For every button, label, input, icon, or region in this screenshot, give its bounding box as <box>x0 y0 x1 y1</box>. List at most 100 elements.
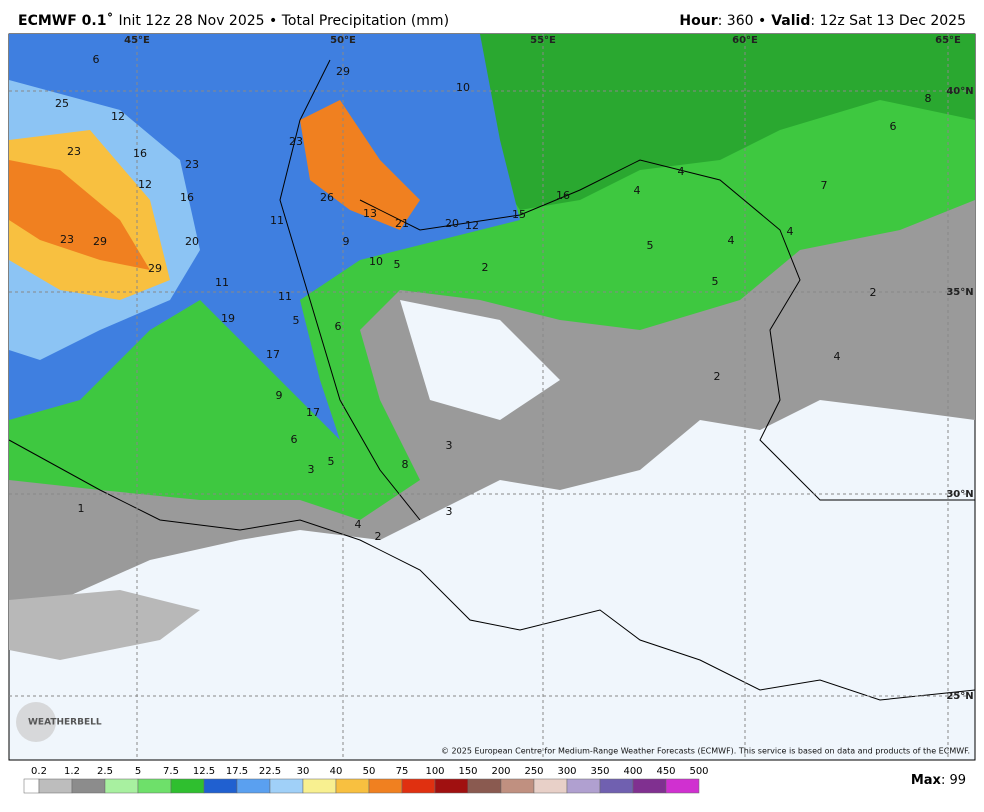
colorbar-swatch <box>71 778 106 794</box>
colorbar-label: 350 <box>590 766 609 777</box>
colorbar-label: 300 <box>557 766 576 777</box>
colorbar-label: 500 <box>689 766 708 777</box>
map: 45°E 50°E 55°E 60°E 65°E40°N35°N30°N25°N6251… <box>8 33 976 761</box>
model: ECMWF 0.1˚ <box>18 12 113 29</box>
precip-value: 12 <box>465 219 479 232</box>
lon-label: 55°E <box>530 35 556 46</box>
precip-value: 9 <box>276 389 283 402</box>
colorbar-swatch <box>236 778 271 794</box>
title: Init 12z 28 Nov 2025 • Total Precipitati… <box>118 13 449 29</box>
hour-text: : 360 • <box>718 13 767 29</box>
precip-value: 5 <box>394 258 401 271</box>
precip-value: 5 <box>293 314 300 327</box>
precip-value: 15 <box>512 208 526 221</box>
colorbar-swatch <box>599 778 634 794</box>
precip-value: 23 <box>60 233 74 246</box>
precip-value: 2 <box>375 530 382 543</box>
colorbar-swatch <box>269 778 304 794</box>
colorbar-swatch <box>23 778 40 794</box>
colorbar-label: 12.5 <box>193 766 215 777</box>
colorbar-swatch <box>137 778 172 794</box>
precip-value: 5 <box>712 275 719 288</box>
precip-value: 6 <box>890 120 897 133</box>
precip-value: 17 <box>266 348 280 361</box>
lon-label: 45°E <box>124 35 150 46</box>
header-right: Hour: 360 • Valid: 12z Sat 13 Dec 2025 <box>679 13 966 29</box>
colorbar-swatch <box>467 778 502 794</box>
colorbar-label: 50 <box>363 766 376 777</box>
lon-label: 50°E <box>330 35 356 46</box>
lat-label: 25°N <box>946 691 973 702</box>
lon-label: 60°E <box>732 35 758 46</box>
max-label: Max <box>911 773 942 788</box>
valid-text: : 12z Sat 13 Dec 2025 <box>810 13 966 29</box>
colorbar-swatch <box>665 778 700 794</box>
colorbar-swatch <box>38 778 73 794</box>
precip-value: 3 <box>446 505 453 518</box>
precip-value: 4 <box>787 225 794 238</box>
precip-value: 23 <box>289 135 303 148</box>
colorbar-swatch <box>566 778 601 794</box>
precip-value: 12 <box>138 178 152 191</box>
lon-label: 65°E <box>935 35 961 46</box>
precip-value: 1 <box>78 502 85 515</box>
lat-label: 40°N <box>946 86 973 97</box>
precip-value: 13 <box>363 207 377 220</box>
precip-value: 6 <box>335 320 342 333</box>
colorbar-label: 22.5 <box>259 766 281 777</box>
colorbar: 0.2 1.2 2.5 5 7.5 12.5 17.5 22.5 30 40 50 75 100 150 2… <box>23 766 709 794</box>
precip-gray-2 <box>9 590 200 660</box>
precip-value: 19 <box>221 312 235 325</box>
lat-label: 30°N <box>946 489 973 500</box>
precip-value: 4 <box>834 350 841 363</box>
precip-value: 29 <box>336 65 350 78</box>
colorbar-label: 2.5 <box>97 766 113 777</box>
precip-value: 7 <box>821 179 828 192</box>
precip-orange <box>9 160 150 270</box>
graticule <box>9 34 975 760</box>
precip-value: 11 <box>270 214 284 227</box>
colorbar-swatch <box>170 778 205 794</box>
precip-value: 3 <box>446 439 453 452</box>
max: Max: 99 <box>911 773 966 788</box>
precip-value: 4 <box>728 234 735 247</box>
precip-value: 4 <box>355 518 362 531</box>
map-labels: 45°E 50°E 55°E 60°E 65°E40°N35°N30°N25°N6251… <box>55 35 974 702</box>
precip-value: 20 <box>185 235 199 248</box>
max-text: : 99 <box>941 773 966 788</box>
colorbar-label: 250 <box>524 766 543 777</box>
precip-value: 29 <box>148 262 162 275</box>
lat-label: 35°N <box>946 287 973 298</box>
precip-value: 23 <box>67 145 81 158</box>
logo-mark <box>16 702 56 742</box>
colorbar-label: 7.5 <box>163 766 179 777</box>
colorbar-label: 30 <box>297 766 310 777</box>
precip-value: 2 <box>870 286 877 299</box>
colorbar-swatch <box>302 778 337 794</box>
logo: WEATHERBELL <box>28 718 102 728</box>
colorbar-swatch <box>401 778 436 794</box>
precip-green-dark <box>480 34 975 210</box>
precip-value: 17 <box>306 406 320 419</box>
colorbar-label: 17.5 <box>226 766 248 777</box>
borders <box>8 59 976 701</box>
precip-value: 25 <box>55 97 69 110</box>
precip-value: 21 <box>395 217 409 230</box>
precip-value: 10 <box>456 81 470 94</box>
precip-value: 12 <box>111 110 125 123</box>
colorbar-swatch <box>434 778 469 794</box>
precip-value: 8 <box>925 92 932 105</box>
copyright: © 2025 European Centre for Medium-Range … <box>441 747 970 756</box>
precip-value: 6 <box>291 433 298 446</box>
colorbar-swatch <box>104 778 139 794</box>
valid-label: Valid <box>771 13 810 29</box>
precip-value: 11 <box>215 276 229 289</box>
precip-value: 16 <box>556 189 570 202</box>
colorbar-label: 100 <box>425 766 444 777</box>
precip-value: 6 <box>93 53 100 66</box>
precip-value: 23 <box>185 158 199 171</box>
colorbar-label: 0.2 <box>31 766 47 777</box>
precip-value: 9 <box>343 235 350 248</box>
precip-value: 20 <box>445 217 459 230</box>
